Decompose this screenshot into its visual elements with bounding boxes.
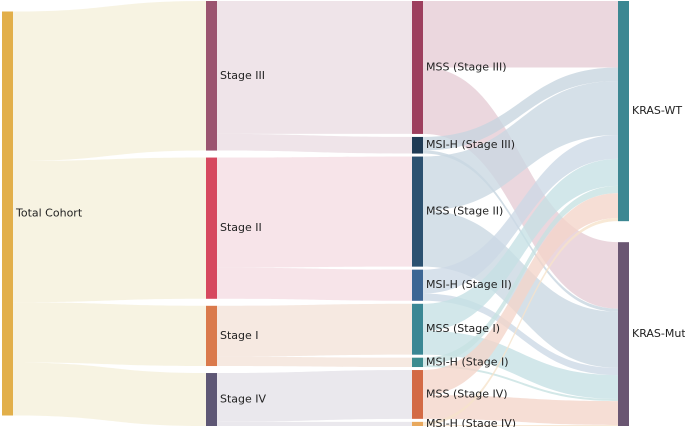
node-label-mut: KRAS-Mut: [632, 327, 685, 340]
link-total-to-s4: [13, 362, 206, 426]
node-label-mss2: MSS (Stage II): [426, 205, 503, 218]
node-mss4: [412, 370, 423, 419]
node-label-msi2: MSI-H (Stage II): [426, 278, 512, 291]
link-mss1-to-wt: [423, 158, 618, 331]
link-s4-to-mss4: [217, 370, 412, 422]
node-label-msi3: MSI-H (Stage III): [426, 138, 515, 151]
link-msi3-to-mut: [423, 150, 618, 312]
link-s2-to-msi2: [217, 267, 412, 301]
node-label-s1: Stage I: [220, 329, 259, 342]
node-mss2: [412, 156, 423, 267]
node-label-msi1: MSI-H (Stage I): [426, 355, 509, 368]
node-wt: [618, 1, 629, 222]
node-mss3: [412, 1, 423, 134]
link-s1-to-msi1: [217, 356, 412, 368]
node-label-mss1: MSS (Stage I): [426, 322, 500, 335]
link-msi4-to-mut: [423, 424, 618, 426]
node-msi4: [412, 421, 423, 426]
node-label-total: Total Cohort: [15, 207, 83, 220]
node-label-s2: Stage II: [220, 221, 262, 234]
link-msi2-to-wt: [423, 134, 618, 294]
link-mss3-to-wt: [423, 1, 618, 68]
link-mss2-to-wt: [423, 80, 618, 211]
node-s4: [206, 373, 217, 426]
link-total-to-s3: [13, 1, 206, 162]
node-msi1: [412, 357, 423, 368]
node-msi3: [412, 136, 423, 154]
node-s3: [206, 1, 217, 151]
node-label-msi4: MSI-H (Stage IV): [426, 417, 516, 427]
links-layer: [13, 1, 618, 426]
node-mss1: [412, 303, 423, 355]
node-label-wt: KRAS-WT: [632, 104, 682, 117]
node-label-mss3: MSS (Stage III): [426, 60, 507, 73]
node-label-mss4: MSS (Stage IV): [426, 387, 508, 400]
link-s2-to-mss2: [217, 156, 412, 268]
node-s1: [206, 305, 217, 367]
link-total-to-s2: [13, 157, 206, 303]
link-mss1-to-mut: [423, 330, 618, 399]
node-label-s3: Stage III: [220, 69, 265, 82]
link-mss4-to-wt: [423, 193, 618, 395]
link-s4-to-msi4: [217, 421, 412, 426]
link-s3-to-msi3: [217, 133, 412, 154]
link-total-to-s1: [13, 302, 206, 367]
node-mut: [618, 242, 629, 426]
link-msi4-to-wt: [423, 218, 618, 425]
link-msi1-to-wt: [423, 185, 618, 365]
link-s3-to-mss3: [217, 1, 412, 134]
nodes-layer: [2, 1, 629, 426]
node-total: [2, 11, 13, 416]
node-label-s4: Stage IV: [220, 393, 267, 406]
link-msi3-to-wt: [423, 67, 618, 151]
node-s2: [206, 157, 217, 299]
link-msi1-to-mut: [423, 364, 618, 402]
labels-layer: Total Cohort Stage III Stage II Stage I Stag…: [15, 60, 685, 427]
link-mss3-to-mut: [423, 67, 618, 309]
link-s1-to-mss1: [217, 303, 412, 357]
node-msi2: [412, 269, 423, 301]
link-msi2-to-mut: [423, 293, 618, 376]
